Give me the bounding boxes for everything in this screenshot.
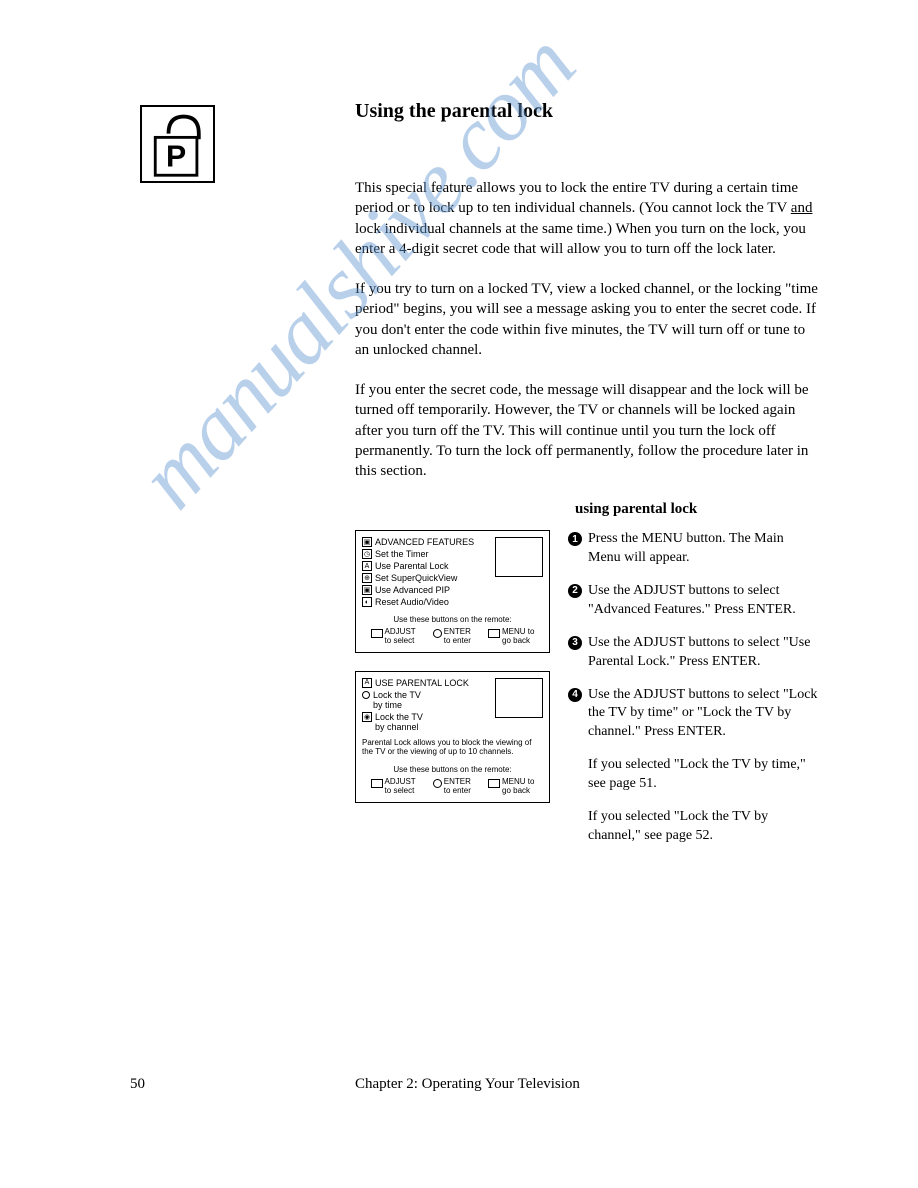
chapter-title: Chapter 2: Operating Your Television	[355, 1076, 580, 1093]
menu-screenshot-advanced-features: ▣ADVANCED FEATURES ◷Set the Timer AUse P…	[355, 530, 550, 653]
page-heading: Using the parental lock	[355, 100, 818, 123]
page-number: 50	[130, 1076, 355, 1093]
step-2: 2 Use the ADJUST buttons to select "Adva…	[568, 582, 818, 620]
step-4: 4 Use the ADJUST buttons to select "Lock…	[568, 686, 818, 743]
parental-lock-icon: P	[140, 105, 215, 183]
step-note-2: If you selected "Lock the TV by channel,…	[588, 808, 818, 846]
subheading: using parental lock	[575, 501, 818, 518]
step-number-1: 1	[568, 532, 582, 546]
step-number-2: 2	[568, 584, 582, 598]
intro-paragraph-1: This special feature allows you to lock …	[355, 178, 818, 259]
page-footer: 50 Chapter 2: Operating Your Television	[130, 1076, 810, 1093]
svg-text:P: P	[166, 141, 186, 174]
step-note-1: If you selected "Lock the TV by time," s…	[588, 756, 818, 794]
intro-paragraph-2: If you try to turn on a locked TV, view …	[355, 279, 818, 360]
step-number-3: 3	[568, 636, 582, 650]
step-3: 3 Use the ADJUST buttons to select "Use …	[568, 634, 818, 672]
step-number-4: 4	[568, 688, 582, 702]
menu-screenshot-parental-lock: AUSE PARENTAL LOCK Lock the TVby time ◉L…	[355, 671, 550, 803]
step-1: 1 Press the MENU button. The Main Menu w…	[568, 530, 818, 568]
intro-paragraph-3: If you enter the secret code, the messag…	[355, 380, 818, 481]
